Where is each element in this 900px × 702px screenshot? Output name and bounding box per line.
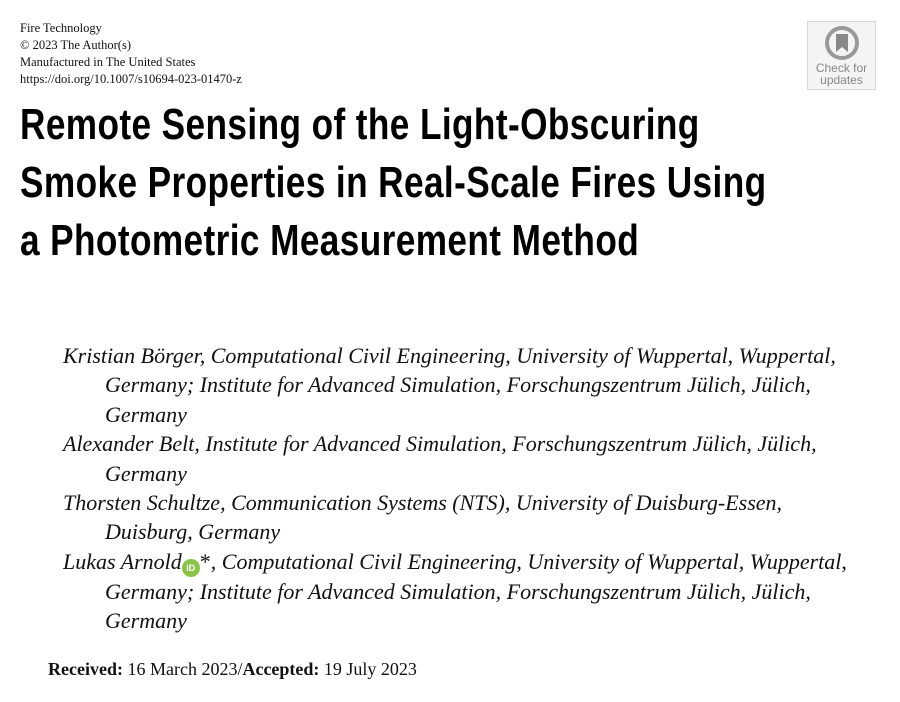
received-label: Received:	[48, 659, 123, 679]
badge-text: Check for	[815, 61, 868, 75]
bookmark-icon	[824, 26, 859, 60]
title-line: Smoke Properties in Real-Scale Fires Usi…	[20, 158, 767, 207]
author: Lukas Arnold iD *, Computational Civil Eng…	[63, 547, 853, 636]
title-line: a Photometric Measurement Method	[20, 216, 640, 265]
title-line: Remote Sensing of the Light-Obscuring	[20, 100, 700, 149]
author-affiliation: , Computational Civil Engineering, Unive…	[105, 548, 847, 634]
article-dates: Received: 16 March 2023/Accepted: 19 Jul…	[48, 657, 417, 681]
author-name: Kristian Börger	[63, 343, 200, 368]
author-affiliation: , Computational Civil Engineering, Unive…	[105, 343, 836, 427]
author-affiliation: , Institute for Advanced Simulation, For…	[105, 431, 817, 486]
copyright: © 2023 The Author(s)	[20, 38, 131, 52]
article-metadata: Fire Technology © 2023 The Author(s) Man…	[20, 20, 242, 88]
accepted-date: 19 July 2023	[319, 659, 417, 679]
manufactured: Manufactured in The United States	[20, 55, 196, 69]
author-name: Thorsten Schultze	[63, 490, 221, 516]
doi-link[interactable]: https://doi.org/10.1007/s10694-023-01470…	[20, 72, 242, 86]
author: Thorsten Schultze, Communication Systems…	[63, 488, 853, 547]
author-list: Kristian Börger, Computational Civil Eng…	[63, 341, 853, 636]
paper-title: Remote Sensing of the Light-Obscuring Sm…	[20, 96, 767, 270]
received-date: 16 March 2023/	[122, 659, 243, 679]
author: Alexander Belt, Institute for Advanced S…	[63, 429, 853, 488]
badge-text: updates	[820, 73, 863, 87]
author-affiliation: , Communication Systems (NTS), Universit…	[105, 490, 783, 545]
accepted-label: Accepted:	[242, 659, 320, 679]
orcid-icon[interactable]: iD	[181, 558, 200, 577]
author-name: Alexander Belt	[63, 431, 195, 457]
author: Kristian Börger, Computational Civil Eng…	[63, 341, 853, 429]
corresponding-author-mark: *	[199, 548, 211, 574]
journal-name: Fire Technology	[20, 21, 102, 35]
check-for-updates-button[interactable]: Check for updates	[807, 21, 876, 90]
author-name: Lukas Arnold	[63, 548, 182, 574]
